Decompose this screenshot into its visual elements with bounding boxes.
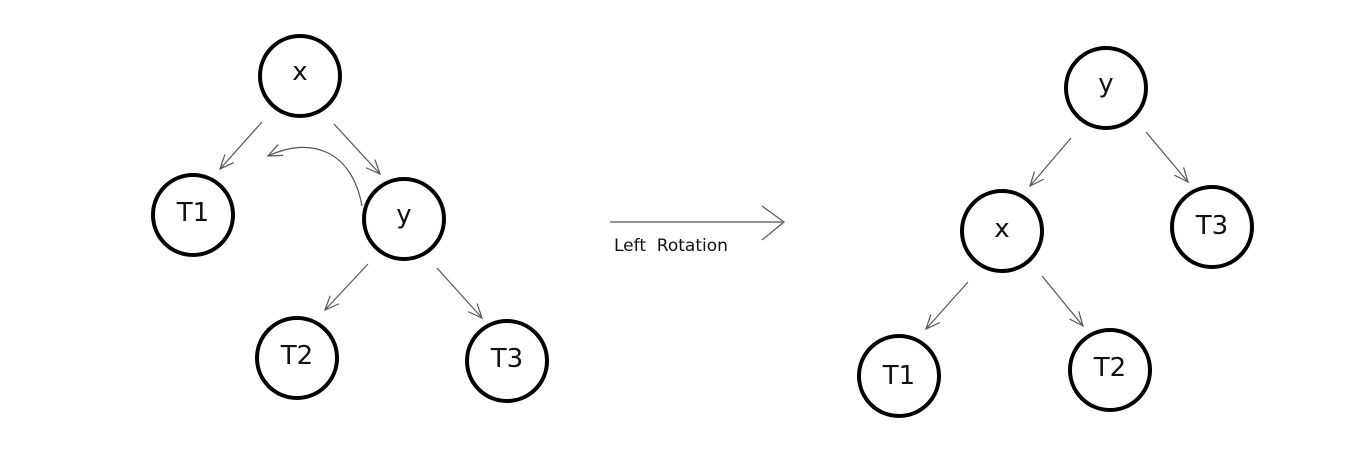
tree-after: y x T3 T1 T2 [859,48,1252,416]
edge-y-t2 [325,264,368,310]
caption-left-rotation: Left Rotation [614,236,728,256]
tree-before: x T1 y T2 T3 [153,36,547,401]
node-t3: T3 [1172,187,1252,267]
node-label: T1 [176,198,209,228]
node-label: T2 [1093,353,1126,383]
node-x: x [260,36,340,116]
edge-y-t3 [1146,132,1188,182]
node-label: x [292,57,307,87]
edge-x-y [334,124,380,174]
node-label: T3 [1195,211,1228,241]
transition-arrow: Left Rotation [610,206,784,256]
node-label: x [994,214,1009,244]
node-t2: T2 [257,318,337,398]
node-x: x [962,191,1042,271]
node-label: T3 [490,344,523,374]
node-label: y [396,200,411,230]
node-y: y [364,179,444,259]
node-t1: T1 [859,336,939,416]
node-y: y [1066,48,1146,128]
edge-y-x [1030,138,1071,186]
transition-arrow-head [762,206,784,240]
edge-y-t3 [437,268,482,318]
node-t3: T3 [467,321,547,401]
node-label: T1 [882,361,915,391]
edge-x-t2 [1042,276,1083,326]
node-t1: T1 [153,175,233,255]
node-t2: T2 [1070,330,1150,410]
edge-x-t1 [220,122,262,169]
node-label: y [1098,69,1113,99]
rotation-arrow [268,147,362,206]
edge-x-t1 [926,282,968,329]
node-label: T2 [280,341,313,371]
